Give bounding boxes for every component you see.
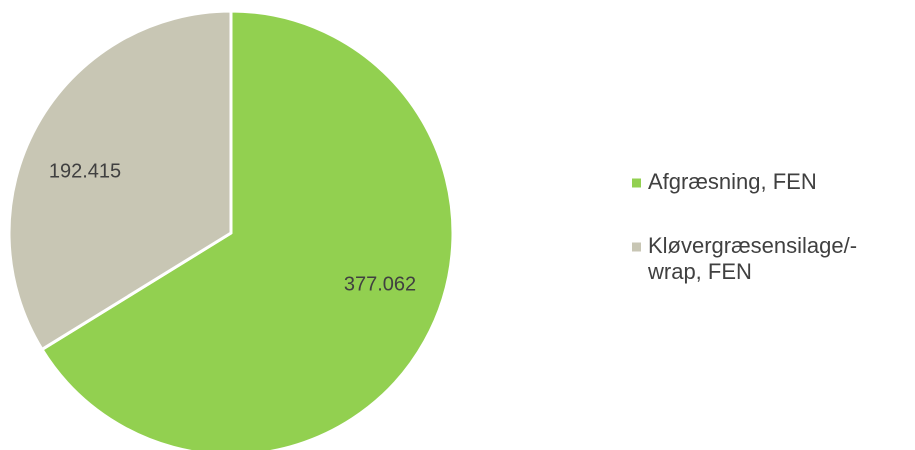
legend-marker-2	[632, 242, 641, 252]
legend-label-2-line-1: Kløvergræsensilage/-	[648, 233, 857, 258]
data-label-1: 377.062	[344, 273, 416, 295]
legend-item-2: Kløvergræsensilage/-wrap, FEN	[632, 233, 857, 284]
data-label-2: 192.415	[49, 160, 121, 182]
legend: Afgræsning, FEN Kløvergræsensilage/-wrap,…	[632, 169, 857, 284]
legend-label-1-line-1: Afgræsning, FEN	[648, 169, 817, 194]
legend-marker-1	[632, 178, 641, 188]
pie-slice-1	[40, 9, 455, 450]
pie-slices	[7, 9, 455, 450]
pie-slice-2	[7, 9, 233, 351]
legend-label-2-line-2: wrap, FEN	[647, 259, 752, 284]
data-labels: 377.062 192.415	[49, 160, 416, 295]
legend-item-1: Afgræsning, FEN	[632, 169, 817, 194]
